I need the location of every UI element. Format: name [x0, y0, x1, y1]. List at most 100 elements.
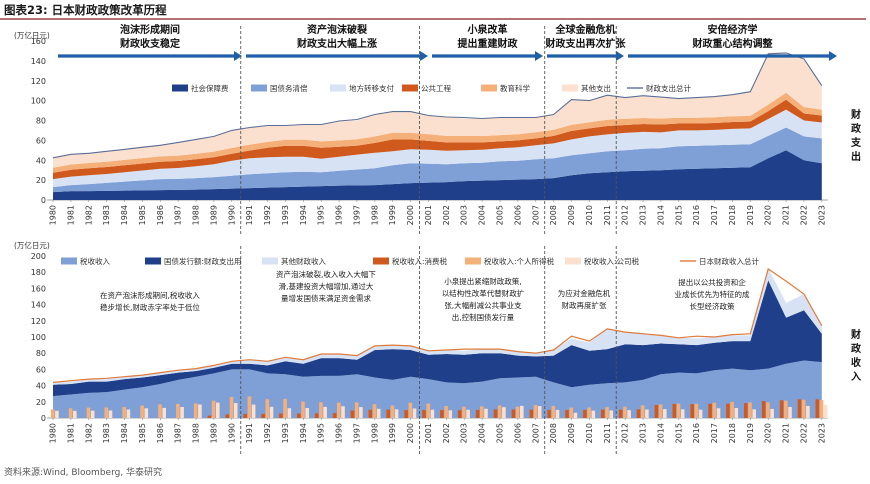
- expenditure-xtick: 2019: [746, 205, 755, 225]
- revenue-bar: [806, 405, 810, 418]
- expenditure-side-label: 财政支出: [850, 108, 862, 163]
- expenditure-xtick: 2013: [639, 205, 648, 225]
- expenditure-xtick: 1985: [138, 205, 147, 225]
- revenue-bar: [211, 400, 216, 418]
- revenue-bar: [90, 410, 95, 418]
- revenue-xtick: 2016: [692, 423, 701, 443]
- revenue-xtick: 2018: [728, 423, 737, 443]
- expenditure-xtick: 1987: [174, 205, 183, 225]
- expenditure-legend-swatch: [330, 84, 346, 92]
- expenditure-ytick: 80: [36, 117, 46, 126]
- revenue-legend-label: 其他财政收入: [281, 256, 326, 266]
- expenditure-legend-label: 地方转移支付: [349, 83, 394, 93]
- revenue-bar: [551, 405, 556, 418]
- revenue-bar: [462, 406, 466, 418]
- expenditure-xtick: 2002: [442, 205, 451, 225]
- revenue-bar: [565, 410, 569, 418]
- revenue-bar: [301, 401, 305, 418]
- revenue-bar: [734, 408, 739, 418]
- expenditure-xtick: 2016: [692, 205, 701, 225]
- revenue-xtick: 2011: [603, 423, 612, 443]
- revenue-bar: [86, 407, 91, 418]
- revenue-bar: [261, 413, 265, 418]
- revenue-bar: [216, 402, 220, 418]
- revenue-bar: [457, 410, 462, 418]
- phase-title: 财政收支稳定: [119, 37, 180, 50]
- expenditure-xtick: 1999: [388, 205, 397, 225]
- expenditure-xtick: 2010: [585, 205, 594, 225]
- revenue-bar: [770, 408, 774, 418]
- revenue-bar: [484, 408, 488, 418]
- expenditure-xtick: 2005: [496, 205, 505, 225]
- revenue-bar: [752, 409, 756, 418]
- revenue-xtick: 2004: [478, 423, 487, 443]
- revenue-bar: [658, 404, 663, 418]
- revenue-xtick: 2002: [442, 423, 451, 443]
- revenue-xtick: 2007: [531, 423, 540, 443]
- revenue-bar: [583, 409, 587, 418]
- revenue-xtick: 1982: [84, 423, 93, 443]
- revenue-bar: [207, 415, 212, 418]
- revenue-bar: [265, 399, 270, 418]
- revenue-area: [53, 280, 822, 397]
- revenue-ytick: 120: [31, 317, 46, 326]
- revenue-bar: [529, 409, 534, 418]
- phase-title: 提出重建财政: [458, 37, 519, 50]
- phase-note-line: 财政再度扩张: [562, 300, 607, 310]
- expenditure-xtick: 1981: [66, 205, 75, 225]
- revenue-bar: [515, 406, 520, 418]
- phase-arrow-head: [616, 51, 624, 61]
- expenditure-xtick: 2015: [674, 205, 683, 225]
- expenditure-ytick: 60: [36, 136, 46, 145]
- expenditure-xtick: 1988: [192, 205, 201, 225]
- revenue-bar: [801, 399, 806, 418]
- revenue-bar: [448, 410, 453, 418]
- revenue-bar: [601, 409, 605, 418]
- revenue-legend-label: 国债发行额:财政支出用: [164, 256, 242, 266]
- revenue-bar: [140, 405, 144, 418]
- revenue-legend-label: 日本财政收入总计: [699, 256, 759, 266]
- revenue-bar: [279, 413, 283, 418]
- source-note: 资料来源:Wind, Bloomberg, 华泰研究: [4, 466, 162, 478]
- expenditure-legend-swatch: [402, 84, 418, 92]
- revenue-bar: [716, 408, 721, 418]
- revenue-bar: [50, 409, 55, 418]
- revenue-bar: [680, 409, 685, 418]
- revenue-bar: [55, 410, 59, 418]
- revenue-xtick: 1987: [174, 423, 183, 443]
- revenue-bar: [493, 409, 498, 418]
- revenue-bar: [372, 404, 377, 418]
- revenue-bar: [623, 406, 627, 418]
- revenue-xtick: 2003: [460, 423, 469, 443]
- revenue-bar: [394, 409, 399, 418]
- revenue-bar: [287, 408, 292, 418]
- revenue-bar: [444, 406, 448, 418]
- revenue-bar: [654, 405, 659, 418]
- phase-title: 全球金融危机: [555, 23, 616, 36]
- expenditure-area: [53, 150, 822, 200]
- revenue-bar: [440, 410, 444, 418]
- revenue-bar: [319, 402, 323, 418]
- revenue-bar: [198, 404, 202, 418]
- revenue-side-label: 财政收入: [850, 328, 862, 383]
- expenditure-xtick: 1980: [49, 205, 58, 225]
- revenue-bar: [404, 410, 408, 418]
- revenue-bar: [314, 413, 319, 418]
- revenue-legend-label: 税收收入:个人所得税: [484, 256, 555, 266]
- revenue-bar: [386, 409, 390, 418]
- phase-note-line: 稳步增长,财政赤字率处于低位: [100, 302, 200, 312]
- revenue-xtick: 1995: [317, 423, 326, 443]
- revenue-xtick: 1991: [245, 423, 254, 443]
- revenue-legend-label: 税收收入: [80, 256, 110, 266]
- side-label-char: 出: [851, 150, 861, 163]
- revenue-bar: [744, 403, 748, 418]
- expenditure-xtick: 1998: [370, 205, 379, 225]
- revenue-bar: [690, 404, 694, 418]
- revenue-bar: [823, 405, 828, 418]
- revenue-bar: [247, 396, 252, 418]
- revenue-xtick: 2000: [406, 423, 415, 443]
- expenditure-xtick: 2017: [710, 205, 719, 225]
- expenditure-xtick: 1992: [263, 205, 272, 225]
